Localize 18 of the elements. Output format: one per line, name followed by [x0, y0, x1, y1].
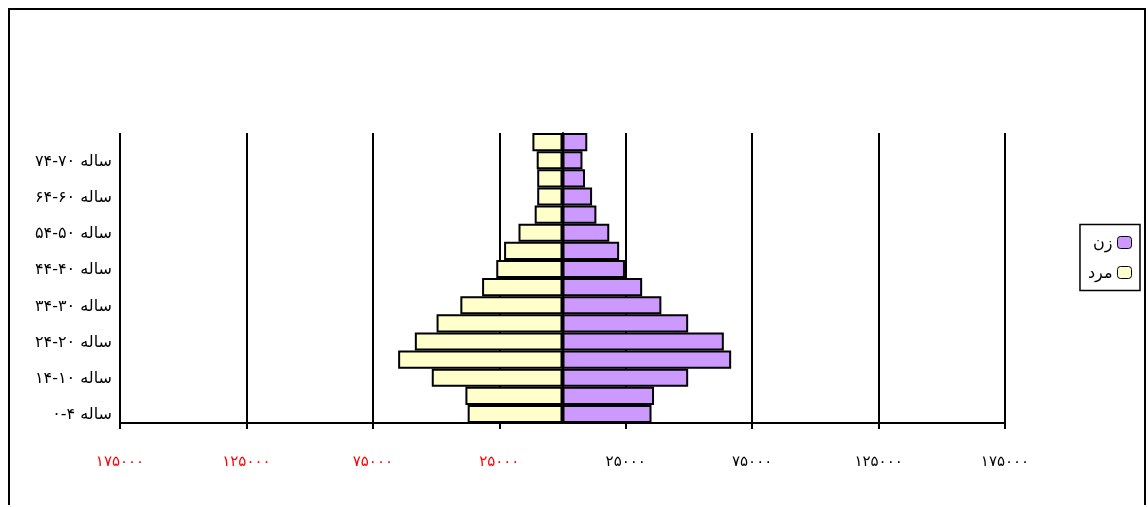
x-tick-label: ۲۵۰۰۰ [479, 451, 520, 470]
x-tick-label: ۱۲۵۰۰۰ [222, 451, 271, 470]
x-tick-label: ۱۷۵۰۰۰ [95, 451, 145, 470]
x-tick-label: ۱۲۵۰۰۰ [854, 451, 903, 470]
y-tick-label: ساله ۴۰-۴۴ [35, 259, 112, 279]
y-tick-label: ساله ۶۰-۶۴ [35, 186, 112, 206]
legend-label: زن [1093, 233, 1113, 253]
x-tick-label: ۷۵۰۰۰ [352, 451, 394, 470]
x-tick-label: ۱۷۵۰۰۰ [980, 451, 1030, 470]
y-tick-label: ساله ۴-۰ [52, 404, 112, 424]
y-tick-label: ساله ۲۰-۲۴ [35, 331, 112, 351]
x-tick-label: ۲۵۰۰۰ [605, 451, 646, 470]
y-tick-label: ساله ۳۰-۳۴ [35, 295, 112, 315]
x-tick-label: ۷۵۰۰۰ [731, 451, 773, 470]
y-tick-label: ساله ۵۰-۵۴ [35, 223, 112, 243]
legend-label: مرد [1087, 263, 1113, 283]
y-tick-label: ساله ۷۰-۷۴ [35, 150, 112, 170]
y-tick-label: ساله ۱۰-۱۴ [35, 368, 112, 388]
